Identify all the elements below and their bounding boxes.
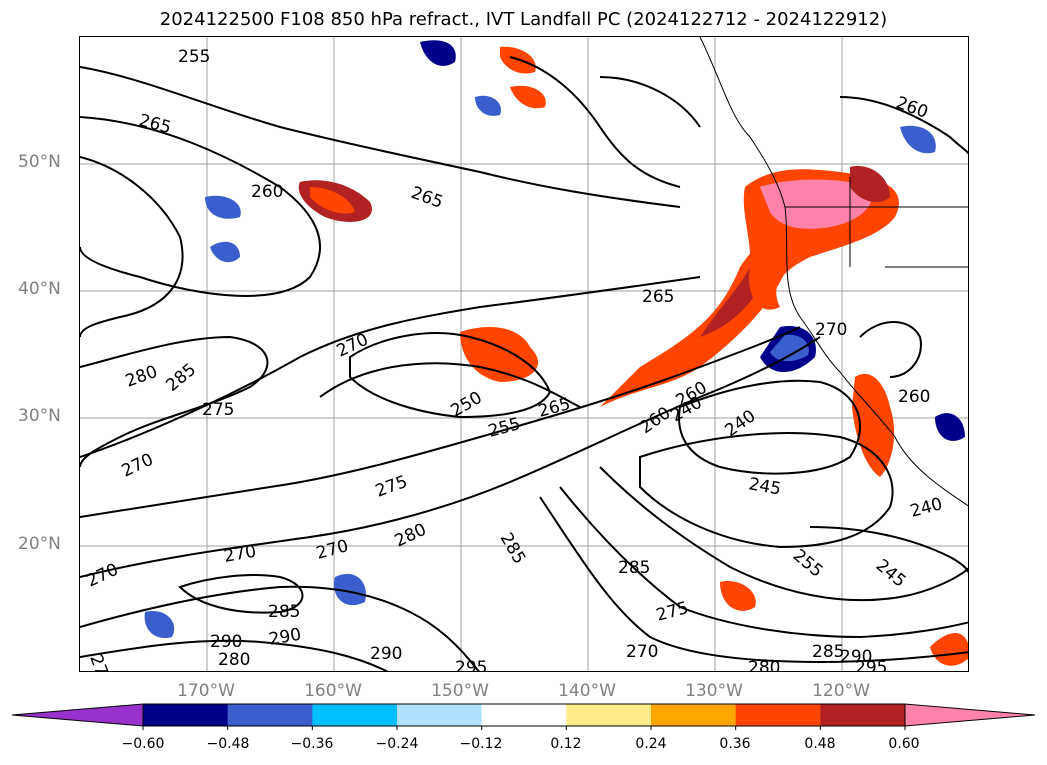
contour-label: 270 (222, 542, 257, 567)
lat-label-50n: 50°N (18, 152, 61, 172)
lat-label-40n: 40°N (18, 279, 61, 299)
colorbar-tick-label: −0.12 (459, 736, 503, 752)
colorbar-tick-label: 0.60 (888, 736, 920, 752)
contour-label: 265 (408, 183, 445, 213)
lat-label-20n: 20°N (18, 534, 61, 554)
contour-label: 285 (162, 360, 200, 396)
colorbar-tick-label: −0.24 (375, 736, 419, 752)
colorbar-segment (227, 704, 313, 726)
contour-label: 295 (455, 658, 487, 672)
contour-label: 290 (210, 632, 242, 652)
colorbar-segment (481, 704, 567, 726)
map-title: 2024122500 F108 850 hPa refract., IVT La… (159, 9, 888, 30)
lon-label-150w: 150°W (431, 681, 489, 701)
contour-label: 270 (334, 330, 372, 362)
contour-label: 275 (202, 400, 234, 420)
contour-label: 265 (642, 287, 674, 307)
contour-label: 285 (268, 602, 300, 622)
contour-label: 285 (496, 530, 530, 568)
contour-label: 295 (855, 658, 887, 672)
contour-label: 260 (898, 387, 930, 407)
contour-label: 270 (314, 536, 351, 564)
contour-label: 265 (137, 111, 174, 139)
colorbar-tick-label: −0.60 (121, 736, 165, 752)
colorbar-tick-label: −0.48 (206, 736, 250, 752)
colorbar-tick-label: 0.24 (635, 736, 667, 752)
colorbar-extend-low (11, 703, 144, 727)
contour-label: 280 (748, 658, 780, 672)
colorbar-tick-label: 0.36 (719, 736, 751, 752)
colorbar-segment (651, 704, 737, 726)
contour-label: 285 (812, 642, 844, 662)
shaded-anomalies (144, 40, 968, 666)
colorbar-segment (312, 704, 398, 726)
contour-label: 275 (373, 472, 410, 502)
contour-label: 275 (654, 598, 691, 626)
lon-label-140w: 140°W (558, 681, 616, 701)
contour-label: 260 (893, 93, 930, 123)
contours (80, 56, 968, 671)
lon-label-160w: 160°W (304, 681, 362, 701)
colorbar-tick-label: 0.12 (550, 736, 582, 752)
lon-label-120w: 120°W (812, 681, 870, 701)
colorbar-segment (820, 704, 906, 726)
map-panel: 255 265 260 265 260 265 270 280 285 275 … (79, 36, 969, 672)
contour-label: 255 (789, 546, 827, 582)
colorbar (11, 703, 1036, 730)
contour-label: 245 (872, 556, 910, 592)
contour-label: 260 (251, 182, 283, 202)
lon-label-170w: 170°W (177, 681, 235, 701)
contour-label: 240 (908, 494, 945, 522)
contour-label: 270 (84, 560, 122, 592)
contour-label: 285 (618, 558, 650, 578)
colorbar-segment (735, 704, 821, 726)
contour-label: 245 (747, 474, 782, 499)
coastline (699, 37, 968, 507)
contour-label: 270 (626, 642, 658, 662)
contour-label: 270 (119, 450, 157, 482)
contour-label: 270 (815, 320, 847, 340)
lat-label-30n: 30°N (18, 406, 61, 426)
contour-label: 280 (392, 520, 430, 552)
colorbar-tick-label: 0.48 (804, 736, 836, 752)
contour-label: 280 (123, 362, 160, 392)
colorbar-extend-high (904, 703, 1036, 727)
lon-label-130w: 130°W (685, 681, 743, 701)
colorbar-tick-label: −0.36 (290, 736, 334, 752)
colorbar-segment (397, 704, 483, 726)
contour-label: 290 (370, 644, 402, 664)
contour-label: 290 (840, 647, 872, 667)
colorbar-segment (143, 704, 229, 726)
contour-label: 280 (218, 650, 250, 670)
colorbar-segment (566, 704, 652, 726)
contour-label: 255 (178, 47, 210, 67)
map-canvas: 255 265 260 265 260 265 270 280 285 275 … (80, 37, 968, 672)
